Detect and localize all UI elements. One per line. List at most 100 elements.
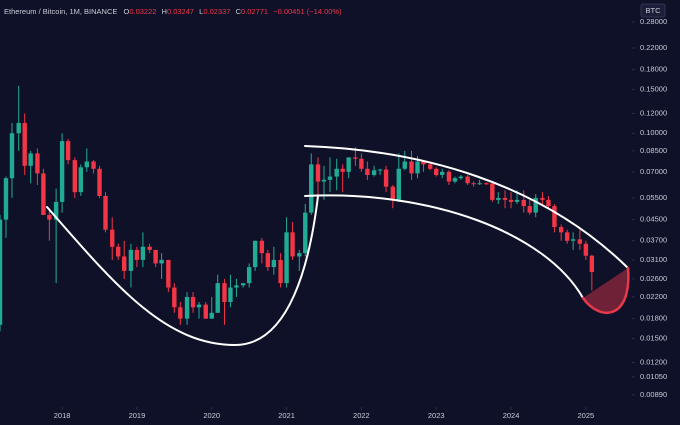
x-tick-label: 2024 bbox=[503, 411, 520, 420]
candle-body bbox=[477, 183, 482, 185]
candle-body bbox=[78, 167, 84, 193]
y-tick-label: 0.02600 bbox=[640, 274, 667, 283]
ohlc-value: 0.02337 bbox=[203, 7, 230, 16]
candle-body bbox=[365, 168, 370, 175]
candle-body bbox=[159, 259, 164, 264]
candle-body bbox=[409, 161, 414, 174]
candle-body bbox=[508, 199, 514, 202]
candle-body bbox=[484, 183, 489, 185]
candle-body bbox=[527, 206, 532, 213]
y-tick-label: 0.01800 bbox=[640, 314, 667, 323]
candle-body bbox=[371, 170, 377, 175]
candle-body bbox=[428, 164, 433, 169]
candle-body bbox=[353, 157, 358, 159]
channel-lower bbox=[304, 194, 584, 299]
y-tick-label: 0.02200 bbox=[640, 292, 667, 301]
candle-body bbox=[589, 255, 595, 273]
y-tick-label: 0.15000 bbox=[640, 84, 667, 93]
candle-body bbox=[396, 168, 402, 200]
y-tick-label: 0.22000 bbox=[640, 43, 667, 52]
ohlc-letter: L bbox=[199, 7, 203, 16]
candle-body bbox=[47, 214, 52, 220]
y-tick-label: 0.05500 bbox=[640, 193, 667, 202]
x-tick-label: 2023 bbox=[428, 411, 445, 420]
candle-body bbox=[471, 183, 476, 185]
x-tick-label: 2021 bbox=[278, 411, 295, 420]
candle-body bbox=[496, 197, 501, 200]
candle-body bbox=[22, 122, 27, 166]
candle-body bbox=[153, 249, 158, 264]
candle-body bbox=[16, 122, 21, 134]
candle-body bbox=[303, 212, 308, 254]
candle-body bbox=[278, 259, 283, 284]
candle-body bbox=[178, 307, 183, 319]
candle-body bbox=[128, 249, 134, 271]
candle-body bbox=[502, 197, 508, 200]
x-tick-label: 2025 bbox=[578, 411, 595, 420]
candle-body bbox=[184, 296, 190, 319]
candle-body bbox=[190, 296, 196, 308]
candle-body bbox=[290, 232, 295, 257]
y-tick-label: 0.28000 bbox=[640, 17, 667, 26]
candle-body bbox=[172, 287, 177, 308]
candle-body bbox=[284, 232, 289, 284]
candle-body bbox=[297, 253, 302, 257]
x-tick-label: 2022 bbox=[353, 411, 370, 420]
candle-body bbox=[97, 168, 102, 196]
candle-body bbox=[533, 197, 538, 213]
candle-body bbox=[252, 240, 258, 268]
candle-body bbox=[110, 229, 115, 247]
candle-body bbox=[103, 195, 108, 230]
ohlc-letter: O bbox=[123, 7, 129, 16]
candle-body bbox=[452, 178, 458, 182]
pattern-annotation bbox=[46, 145, 630, 347]
candle-body bbox=[377, 169, 383, 171]
candle-body bbox=[327, 176, 333, 180]
y-tick-label: 0.18000 bbox=[640, 65, 667, 74]
candle-body bbox=[540, 197, 545, 200]
candle-body bbox=[203, 304, 208, 319]
candle-body bbox=[84, 161, 89, 168]
candle-body bbox=[122, 256, 127, 271]
candle-body bbox=[259, 240, 265, 254]
candle-body bbox=[265, 253, 271, 268]
candle-body bbox=[240, 283, 246, 286]
candle-body bbox=[434, 168, 439, 175]
y-tick-label: 0.01050 bbox=[640, 372, 667, 381]
header: Ethereum / Bitcoin, 1M, BINANCE O0.03222… bbox=[4, 7, 342, 16]
x-tick-label: 2020 bbox=[203, 411, 220, 420]
y-tick-label: 0.01200 bbox=[640, 357, 667, 366]
candle-body bbox=[446, 171, 452, 182]
candle-body bbox=[402, 161, 407, 169]
candle-body bbox=[514, 199, 520, 202]
x-tick-label: 2018 bbox=[54, 411, 71, 420]
candle-body bbox=[383, 169, 389, 187]
candle-body bbox=[72, 160, 78, 193]
candle-body bbox=[9, 133, 15, 179]
candle-body bbox=[215, 283, 220, 313]
candle-body bbox=[583, 243, 589, 256]
axes: 0.28000 0.22000 0.18000 0.15000 0.12000 0.100… bbox=[54, 17, 667, 420]
target-zone bbox=[583, 268, 629, 313]
candle-body bbox=[577, 239, 583, 244]
candle-body bbox=[340, 168, 345, 172]
candle-body bbox=[41, 173, 46, 215]
candle-body bbox=[309, 164, 314, 213]
candle-body bbox=[0, 219, 3, 325]
candle-body bbox=[421, 161, 426, 165]
channel-upper bbox=[304, 145, 629, 269]
candle-body bbox=[390, 186, 396, 200]
candle-body bbox=[546, 199, 551, 207]
candle-body bbox=[140, 246, 146, 260]
y-tick-label: 0.07000 bbox=[640, 167, 667, 176]
candle-body bbox=[59, 141, 65, 202]
candle-body bbox=[552, 206, 557, 228]
target-arc bbox=[581, 266, 630, 314]
y-tick-label: 0.03700 bbox=[640, 236, 667, 245]
candle-body bbox=[3, 178, 9, 220]
y-tick-label: 0.10000 bbox=[640, 128, 667, 137]
ohlc-value: 0.03247 bbox=[167, 7, 194, 16]
